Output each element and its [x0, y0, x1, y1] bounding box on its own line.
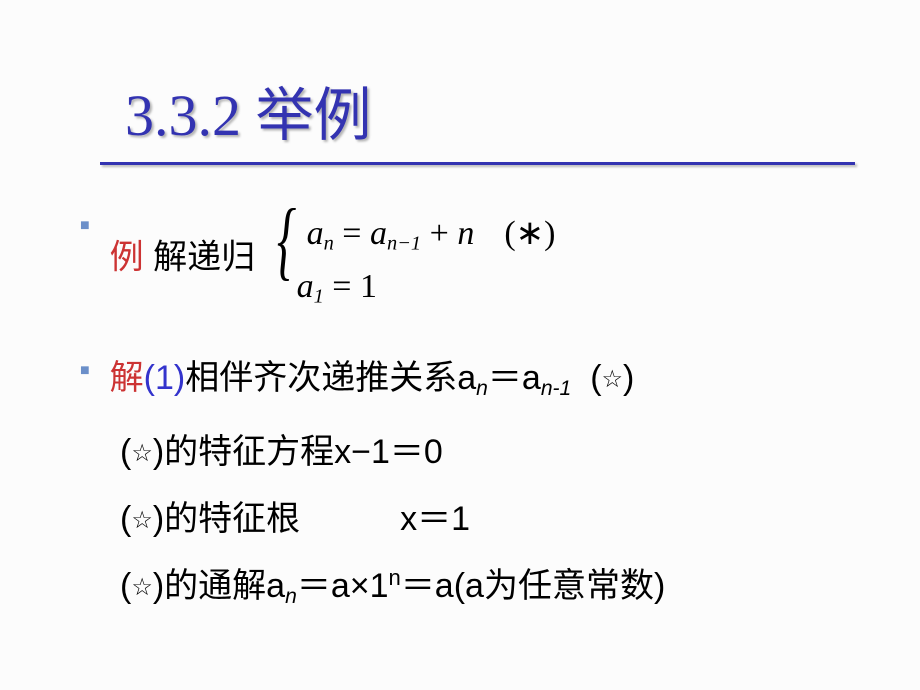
example-label: 例 — [110, 239, 144, 277]
bullet-item-example: ■ 例 解递归 { an = an−1 + n(∗) a1 = 1 — [120, 207, 850, 312]
bullet-icon: ■ — [80, 362, 90, 380]
solution-label: 解 — [110, 359, 144, 397]
example-tail: 解递归 — [153, 239, 255, 277]
solution-line: 解(1)相伴齐次递推关系an＝an-1 (☆) — [110, 352, 635, 406]
equation-system: { an = an−1 + n(∗) a1 = 1 — [297, 207, 556, 312]
hollow-star-icon: ☆ — [131, 507, 153, 534]
hollow-star-icon: ☆ — [131, 574, 153, 601]
part-number: (1) — [144, 359, 186, 397]
characteristic-equation-line: (☆)的特征方程x−1＝0 — [120, 424, 850, 473]
system-brace-icon: { — [276, 201, 295, 280]
hollow-star-icon: ☆ — [602, 366, 624, 393]
system-eq-2: a1 = 1 — [297, 268, 377, 305]
star-mark: (∗) — [504, 215, 555, 252]
characteristic-root-line: (☆)的特征根x＝1 — [120, 491, 850, 540]
title-underline — [100, 162, 855, 165]
system-eq-1: an = an−1 + n(∗) — [307, 215, 556, 252]
bullet-icon: ■ — [80, 217, 90, 235]
slide: 3.3.2 举例 ■ 例 解递归 { an = an−1 + n(∗) a1 =… — [0, 0, 920, 690]
slide-title: 3.3.2 举例 — [125, 68, 850, 152]
general-solution-line: (☆)的通解an＝a×1n＝a(a为任意常数) — [120, 558, 850, 609]
homogeneous-text: 相伴齐次递推关系 — [185, 359, 457, 397]
bullet-item-solution: ■ 解(1)相伴齐次递推关系an＝an-1 (☆) — [120, 352, 850, 406]
hollow-star-icon: ☆ — [131, 440, 153, 467]
example-text: 例 解递归 { an = an−1 + n(∗) a1 = 1 — [110, 207, 556, 312]
